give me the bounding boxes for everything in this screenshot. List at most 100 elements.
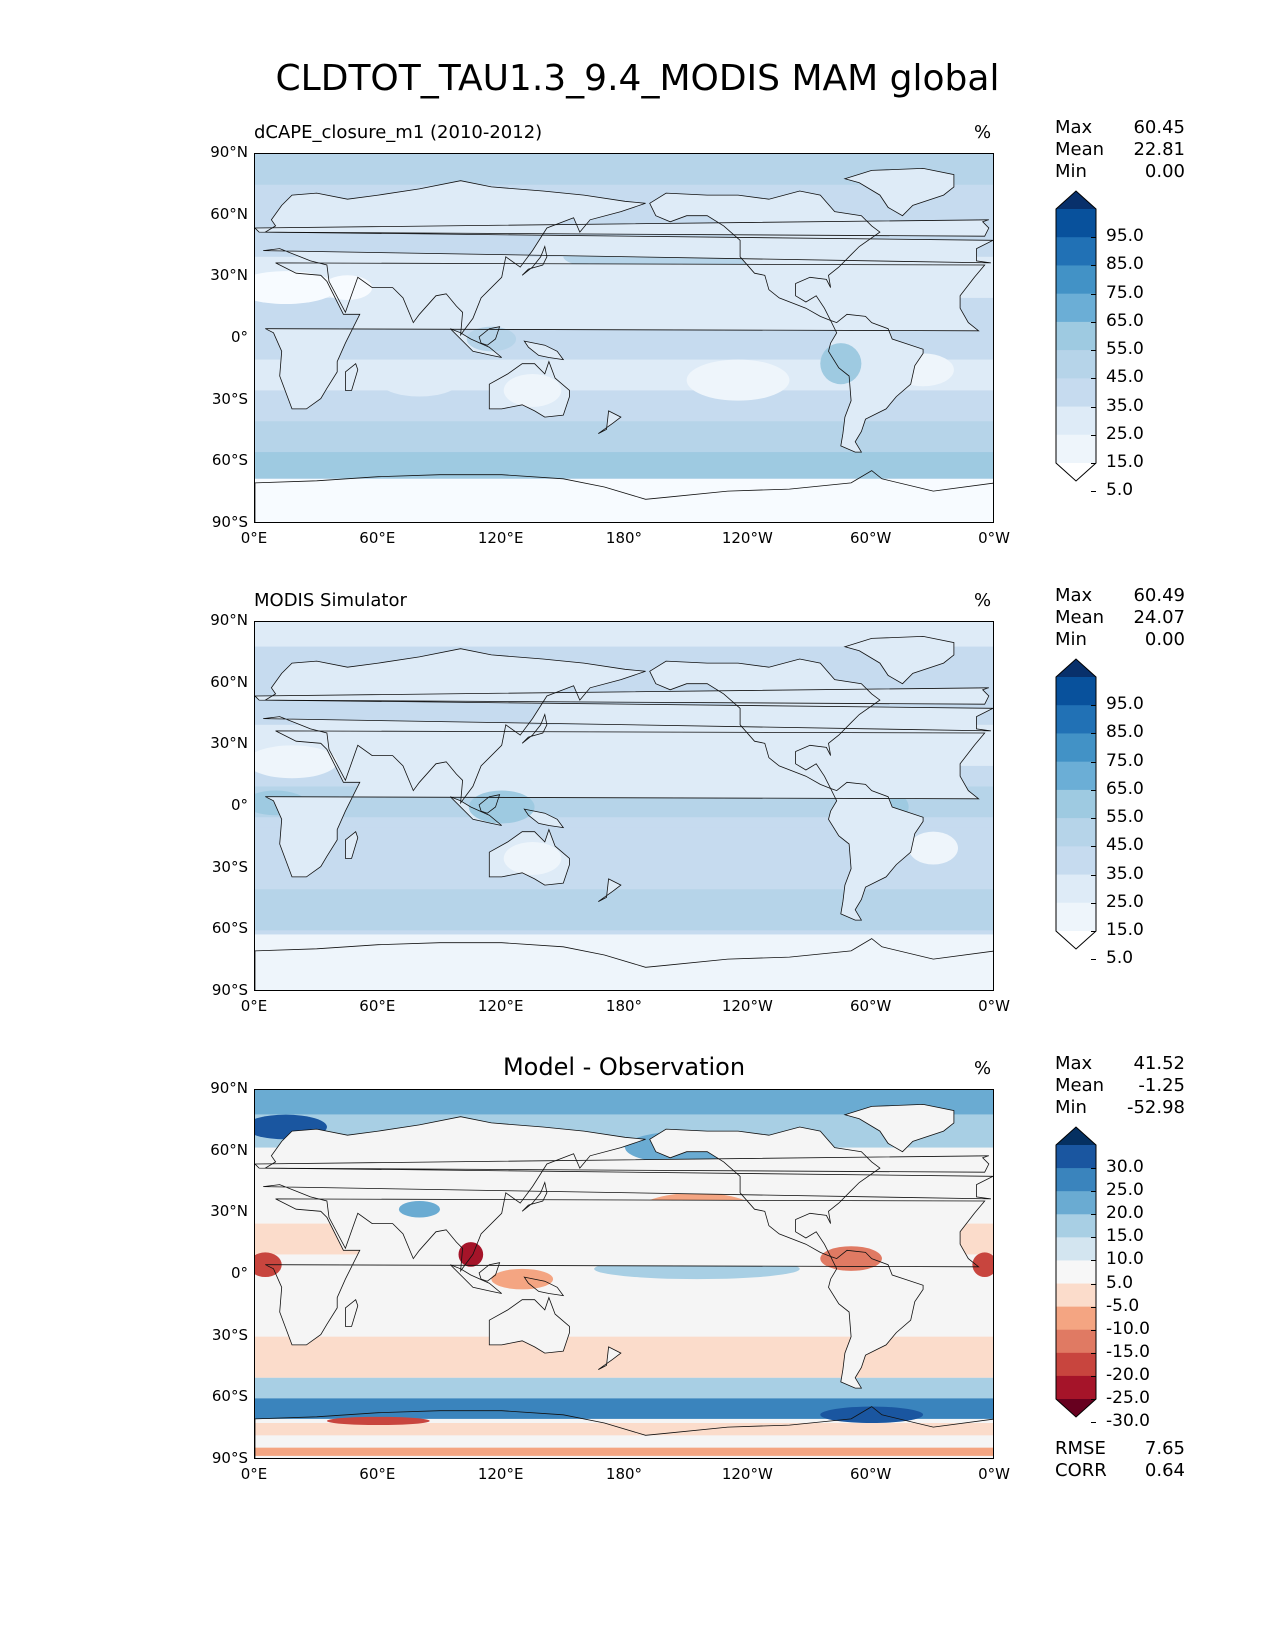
- lat-tick-label: 90°N: [210, 611, 248, 629]
- colorbar-extend-bottom: [1056, 463, 1096, 481]
- metrics-box: RMSE 7.65 CORR 0.64: [1055, 1438, 1185, 1482]
- colorbar-segment: [1056, 705, 1096, 734]
- coastline-borneo: [478, 1262, 501, 1282]
- land-field-madagascar: [345, 831, 358, 859]
- lon-tick-label: 120°E: [477, 529, 524, 547]
- metric-label-rmse: RMSE: [1055, 1438, 1106, 1459]
- coastline-australia: [488, 1296, 570, 1354]
- coastline-antarctica: [255, 470, 993, 522]
- land-field-japan: [522, 1182, 547, 1212]
- coastline-eurasia: [263, 1116, 993, 1273]
- colorbar-outline: [1055, 658, 1097, 950]
- coastline-southAmerica: [828, 781, 924, 921]
- coastline-australia: [488, 828, 570, 886]
- stat-label-max: Max: [1055, 1053, 1093, 1074]
- land-field-greenland: [844, 636, 954, 684]
- lat-tick-label: 60°N: [210, 672, 248, 691]
- stat-label-max: Max: [1055, 117, 1093, 138]
- stat-label-min: Min: [1055, 629, 1087, 650]
- colorbar-segment: [1056, 677, 1096, 706]
- colorbar-extend-top: [1056, 659, 1096, 677]
- coastline-northAmerica: [649, 190, 881, 322]
- stat-label-mean: Mean: [1055, 139, 1105, 160]
- lon-tick-label: 60°E: [359, 529, 396, 547]
- colorbar-extend-top: [1056, 191, 1096, 209]
- colorbar-tick: [1091, 959, 1096, 961]
- colorbar-segment: [1056, 406, 1096, 436]
- sahara-patch: [255, 271, 338, 305]
- coastline-nz: [598, 878, 622, 902]
- land-field-newGuinea: [524, 809, 564, 828]
- colorbar-tick-label: 25.0: [1106, 1180, 1144, 1201]
- lat-tick-label: 90°S: [211, 981, 248, 999]
- field-patch: [908, 831, 958, 865]
- units-label: %: [974, 122, 992, 143]
- colorbar-segment: [1056, 761, 1096, 791]
- coastline-newGuinea: [523, 1276, 565, 1297]
- colorbar-segment: [1056, 1214, 1096, 1238]
- land-field-southAmerica: [828, 1250, 924, 1389]
- lat-tick-label: 0°: [230, 1264, 248, 1282]
- panel-title: Model - Observation: [502, 1053, 746, 1081]
- metric-label-corr: CORR: [1055, 1460, 1107, 1481]
- colorbar-segment: [1056, 1375, 1096, 1400]
- stat-min: 0.00: [1144, 161, 1185, 182]
- colorbar-svg: [1055, 190, 1097, 482]
- field-patch: [458, 1242, 484, 1267]
- southern-ocean-band: [255, 1398, 993, 1419]
- colorbar-tick-label: 25.0: [1106, 423, 1144, 444]
- colorbar-segment: [1056, 1237, 1096, 1261]
- colorbar-tick-label: 55.0: [1106, 339, 1144, 360]
- antarctic-band: [255, 934, 993, 990]
- land-field-madagascar: [345, 363, 358, 391]
- colorbar-extend-bottom: [1056, 1399, 1096, 1417]
- field-band: [255, 1447, 993, 1456]
- lat-tick-label: 30°N: [210, 734, 248, 753]
- lon-tick-label: 0°W: [978, 529, 1010, 547]
- coastline-greenland: [843, 635, 955, 685]
- colorbar-segment: [1056, 265, 1096, 295]
- lat-tick-label: 60°N: [210, 204, 248, 223]
- lon-tick-label: 120°W: [721, 529, 773, 547]
- field-patch: [820, 343, 862, 385]
- lat-tick-label: 90°N: [210, 1079, 248, 1097]
- lon-tick-label: 120°W: [721, 997, 773, 1015]
- coastline-borneo: [478, 794, 501, 814]
- lon-tick-label: 120°W: [721, 1465, 773, 1483]
- lon-tick-label: 120°E: [477, 1465, 524, 1483]
- stats-box: Max 60.45 Mean 22.81 Min 0.00: [1055, 117, 1185, 183]
- sahara-patch: [255, 745, 338, 779]
- field-patch: [820, 1246, 882, 1271]
- coastline-southAmerica: [828, 1249, 924, 1389]
- field-patch: [466, 326, 517, 352]
- land-field-newGuinea: [524, 341, 564, 360]
- coastline-northAmerica: [649, 1126, 881, 1258]
- colorbar-tick: [1091, 378, 1096, 380]
- lon-tick-label: 60°W: [849, 997, 892, 1015]
- lat-tick-label: 30°N: [210, 266, 248, 285]
- units-label: %: [974, 590, 992, 611]
- colorbar-tick-label: 75.0: [1106, 750, 1144, 771]
- lat-tick-label: 60°S: [211, 451, 248, 470]
- stats-box: Max 60.49 Mean 24.07 Min 0.00: [1055, 585, 1185, 651]
- units-label: %: [974, 1058, 992, 1079]
- stat-label-mean: Mean: [1055, 1075, 1105, 1096]
- colorbar-segment: [1056, 1352, 1096, 1377]
- colorbar-tick: [1091, 1422, 1096, 1424]
- lat-tick-label: 90°S: [211, 1449, 248, 1467]
- colorbar-tick: [1091, 1352, 1096, 1354]
- field-patch: [491, 1268, 554, 1290]
- colorbar-svg: [1055, 658, 1097, 950]
- lat-tick-label: 30°S: [211, 857, 248, 876]
- land-field-japan: [522, 714, 547, 744]
- colorbar-tick: [1091, 1283, 1096, 1285]
- field-patch: [378, 363, 461, 397]
- colorbar-segment: [1056, 209, 1096, 238]
- colorbar-tick: [1091, 463, 1096, 464]
- colorbar-segment: [1056, 1191, 1096, 1215]
- lat-tick-label: 30°N: [210, 1202, 248, 1221]
- colorbar-segment: [1056, 237, 1096, 266]
- colorbar-tick: [1091, 705, 1096, 707]
- colorbar-tick: [1091, 789, 1096, 791]
- colorbar-tick: [1091, 846, 1096, 848]
